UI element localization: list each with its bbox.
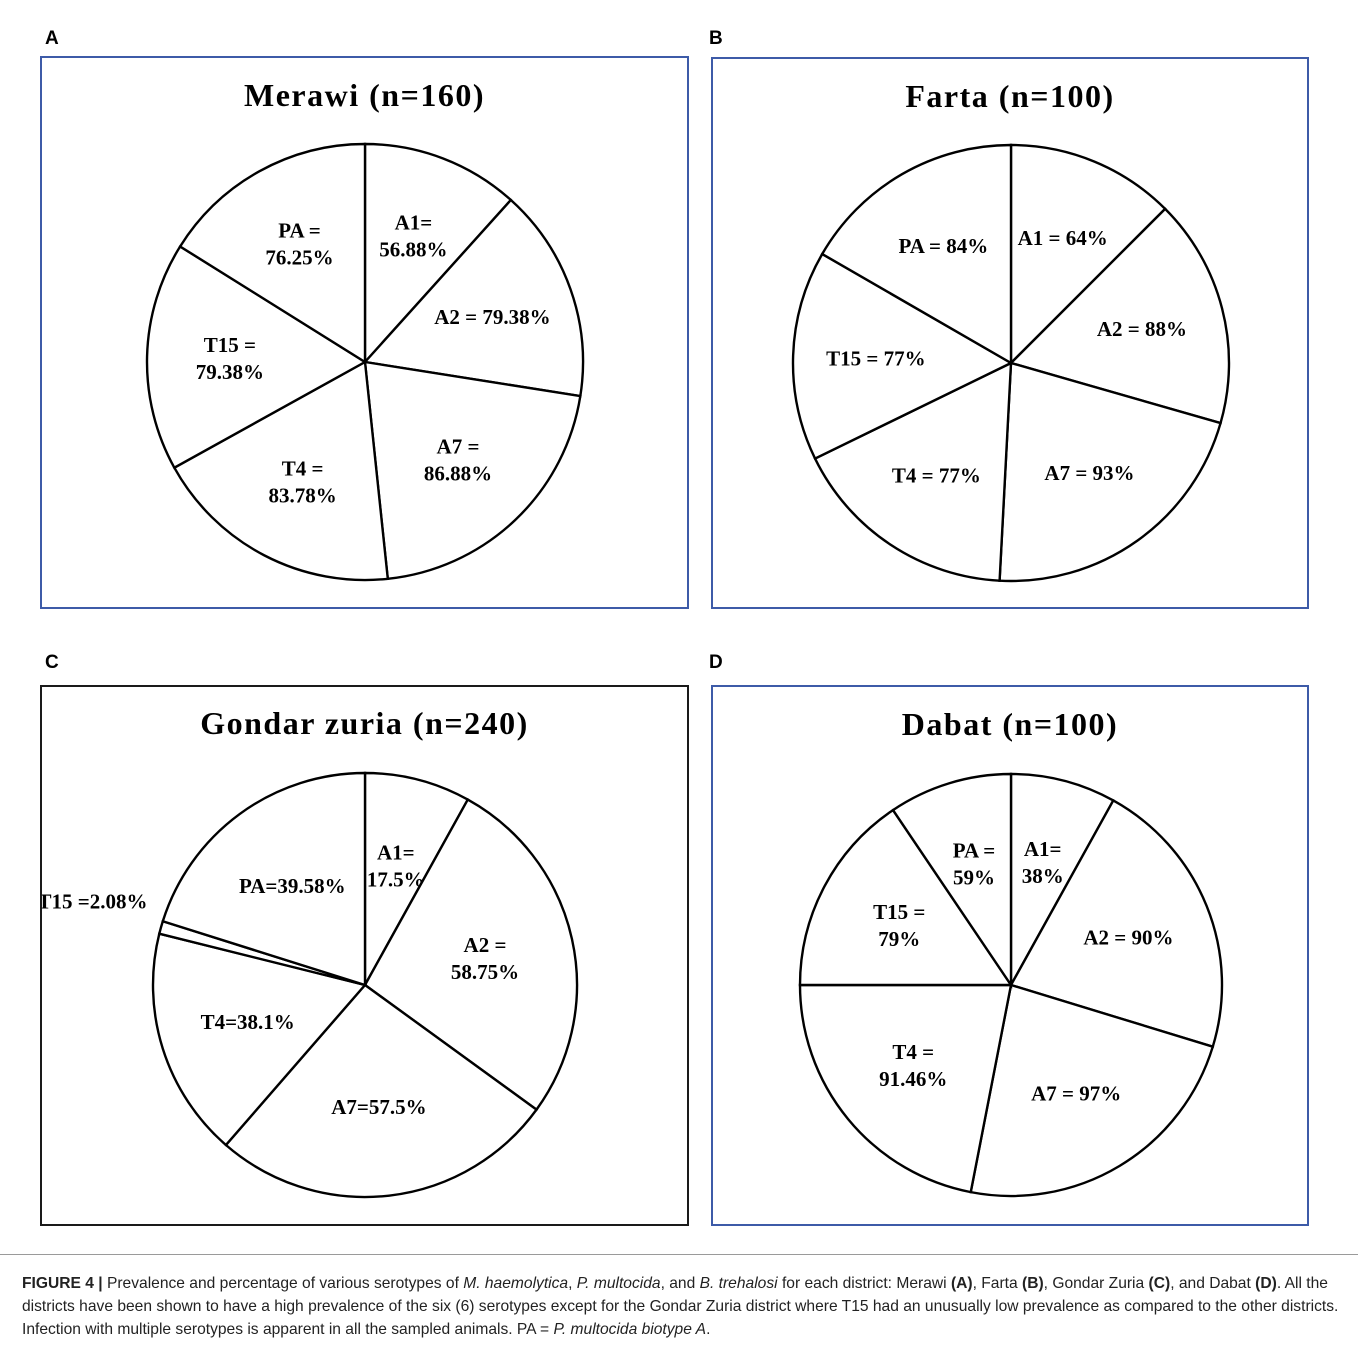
slice-label: A2 = (464, 933, 507, 957)
slice-label: A2 = 90% (1083, 926, 1173, 950)
pie-slice (363, 797, 579, 1112)
slice-label: A1 = 64% (1018, 226, 1108, 250)
slice-label: 58.75% (451, 960, 519, 984)
slice-label: 83.78% (268, 483, 336, 507)
caption-species: P. multocida biotype A (553, 1321, 707, 1338)
slice-label: T15 =2.08% (42, 890, 148, 914)
slice-label: A7 = (437, 435, 480, 459)
pie-chart-farta: Farta (n=100) A1 = 64% A2 = 88% A7 = 93% T4 … (711, 57, 1309, 609)
caption-text: for each district: Merawi (777, 1275, 951, 1292)
caption-species: M. haemolytica (463, 1275, 569, 1292)
caption-text: , Farta (972, 1275, 1022, 1292)
slice-label: 79% (878, 927, 920, 951)
slice-label: A7=57.5% (331, 1095, 426, 1119)
chart-title: Dabat (n=100) (902, 706, 1118, 742)
pie-slice (798, 983, 1013, 1194)
slice-label: A1= (395, 210, 433, 234)
slice-label: A1= (1024, 837, 1062, 861)
chart-title: Merawi (n=160) (244, 77, 485, 113)
slice-label: T4=38.1% (201, 1010, 295, 1034)
slice-label: T4 = 77% (892, 464, 981, 488)
caption-label: FIGURE 4 | (22, 1275, 103, 1292)
caption-text: , and (660, 1275, 700, 1292)
caption-text: Prevalence and percentage of various ser… (102, 1275, 464, 1292)
pie-svg: Farta (n=100) A1 = 64% A2 = 88% A7 = 93% T4 … (791, 78, 1231, 583)
pie-chart-gondar-zuria: Gondar zuria (n=240) A1= 17.5% A2 = 58.75% A7… (40, 685, 689, 1226)
caption-ref: (D) (1255, 1275, 1277, 1292)
slice-label: 79.38% (196, 360, 264, 384)
pie-slice (363, 360, 582, 581)
pie-slice (969, 983, 1215, 1198)
pie-slice (178, 142, 367, 365)
panel-letter-c: C (45, 652, 59, 673)
caption-text: . (706, 1321, 711, 1338)
pie-svg: Gondar zuria (n=240) A1= 17.5% A2 = 58.75% A7… (42, 705, 579, 1199)
slice-label: 86.88% (424, 462, 492, 486)
panel-letter-d: D (709, 652, 723, 673)
slice-label: T15 = 77% (826, 346, 925, 370)
pie-slice (363, 142, 513, 366)
caption-divider (0, 1254, 1358, 1255)
slice-label: 56.88% (379, 237, 447, 261)
slice-label: PA = (278, 218, 321, 242)
slice-label: PA=39.58% (239, 874, 346, 898)
pie-slice (820, 143, 1013, 366)
pie-slice (1008, 207, 1231, 425)
caption-species: P. multocida (576, 1275, 661, 1292)
slice-label: T15 = (873, 900, 925, 924)
pie-slice (813, 361, 1013, 582)
caption-text: , Gondar Zuria (1043, 1275, 1149, 1292)
caption-text: . All the districts have been shown to h… (22, 1275, 1339, 1338)
slice-label: PA = 84% (899, 234, 989, 258)
caption-species: B. trehalosi (699, 1275, 778, 1292)
pie-svg: Dabat (n=100) A1= 38% A2 = 90% A7 = 97% T4 = 9… (798, 706, 1224, 1198)
pie-slice (891, 772, 1013, 989)
pie-slice (161, 771, 367, 987)
figure-caption: FIGURE 4 | Prevalence and percentage of … (22, 1272, 1340, 1341)
slice-label: A7 = 93% (1044, 461, 1134, 485)
caption-text: , (568, 1275, 577, 1292)
pie-slice (224, 983, 539, 1199)
pie-slice (172, 360, 390, 582)
chart-title: Farta (n=100) (905, 78, 1114, 114)
slice-label: T4 = (282, 456, 324, 480)
pie-svg: Merawi (n=160) A1= 56.88% A2 = 79.38% A7 = 86… (145, 77, 585, 582)
pie-slice (145, 244, 368, 470)
slice-label: T15 = (204, 333, 256, 357)
slice-label: A1= (377, 841, 415, 865)
pie-slice (1009, 772, 1115, 990)
pie-slice (362, 198, 585, 398)
slice-label: A7 = 97% (1031, 1082, 1121, 1106)
pie-slice (151, 932, 368, 1147)
pie-slice (363, 771, 470, 990)
pie-slice (1009, 143, 1167, 366)
panel-letter-a: A (45, 28, 59, 49)
pie-slice (791, 252, 1014, 461)
pie-chart-dabat: Dabat (n=100) A1= 38% A2 = 90% A7 = 97% T4 = 9… (711, 685, 1309, 1226)
slice-label: T4 = (892, 1040, 934, 1064)
slice-label: 76.25% (265, 245, 333, 269)
slice-label: A2 = 79.38% (434, 305, 550, 329)
chart-title: Gondar zuria (n=240) (200, 705, 529, 741)
caption-ref: (A) (950, 1275, 973, 1292)
caption-ref: (B) (1022, 1275, 1044, 1292)
pie-slice (1009, 798, 1224, 1049)
caption-text: , and Dabat (1170, 1275, 1256, 1292)
caption-ref: (C) (1148, 1275, 1171, 1292)
slice-label: A2 = 88% (1097, 317, 1187, 341)
slice-label: PA = (953, 838, 996, 862)
slice-label: 17.5% (367, 868, 425, 892)
slice-label: 38% (1022, 864, 1064, 888)
pie-slice (798, 808, 1014, 987)
pie-chart-merawi: Merawi (n=160) A1= 56.88% A2 = 79.38% A7 = 86… (40, 56, 689, 609)
slice-label: 59% (953, 865, 995, 889)
panel-letter-b: B (709, 28, 723, 49)
slice-label: 91.46% (879, 1067, 947, 1091)
pie-slice (998, 361, 1223, 583)
